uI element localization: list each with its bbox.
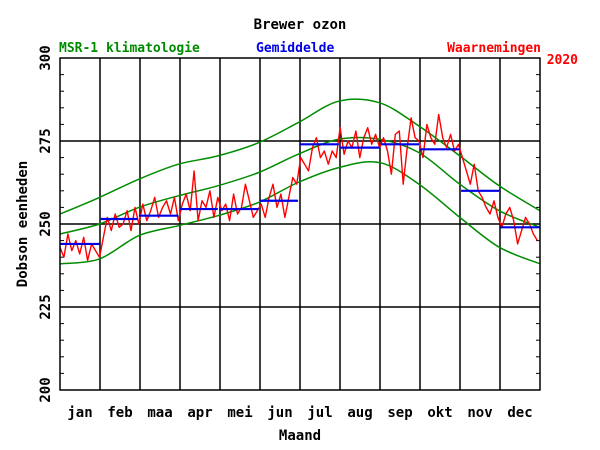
x-tick-label-maa: maa	[147, 405, 172, 421]
observations-line	[59, 113, 538, 262]
legend-climatology: MSR-1 klimatologie	[59, 41, 200, 56]
x-tick-label-jul: jul	[307, 405, 332, 421]
x-tick-label-sep: sep	[387, 405, 412, 421]
y-tick-label: 300	[38, 45, 54, 70]
grid	[60, 58, 540, 390]
x-tick-label-feb: feb	[107, 405, 132, 421]
legend-year: 2020	[547, 53, 578, 68]
y-tick-label: 250	[38, 211, 54, 236]
x-axis-label: Maand	[279, 428, 321, 444]
x-tick-label-aug: aug	[347, 405, 372, 421]
climatology-mean-line	[59, 136, 541, 235]
monthly-mean-series	[60, 143, 540, 246]
x-tick-label-mei: mei	[227, 405, 252, 421]
climatology-band	[59, 98, 541, 265]
y-axis-label: Dobson eenheden	[15, 161, 31, 287]
x-tick-label-apr: apr	[187, 405, 212, 421]
x-tick-label-jan: jan	[67, 405, 92, 421]
chart-title: Brewer ozon	[254, 17, 347, 33]
x-tick-label-jun: jun	[267, 405, 292, 421]
plot-frame	[59, 57, 541, 391]
y-tick-label: 275	[38, 128, 54, 153]
observations-series	[59, 113, 538, 262]
x-tick-label-dec: dec	[507, 405, 532, 421]
y-tick-label: 200	[38, 377, 54, 402]
legend-mean: Gemiddelde	[256, 41, 334, 56]
climatology-lower-line	[59, 160, 541, 265]
x-tick-label-okt: okt	[427, 405, 452, 421]
legend-observations: Waarnemingen	[447, 41, 541, 56]
x-tick-labels: jan feb maa apr mei jun jul aug sep okt nov dec	[67, 405, 532, 421]
climatology-upper-line	[59, 98, 541, 215]
x-tick-label-nov: nov	[467, 405, 492, 421]
y-tick-labels: 200 225 250 275 300	[38, 45, 54, 402]
y-tick-label: 225	[38, 294, 54, 319]
